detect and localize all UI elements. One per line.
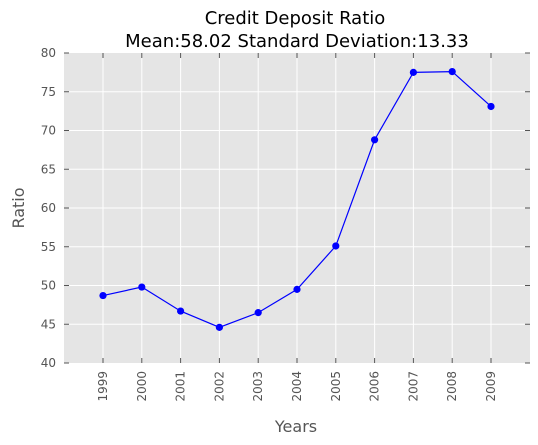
x-tick-label: 1999 [96, 371, 110, 402]
x-tick-label: 2003 [251, 371, 265, 402]
chart-title: Credit Deposit Ratio [205, 8, 386, 29]
y-axis: 40 45 50 55 60 65 70 75 80 [41, 46, 530, 370]
y-tick-label: 50 [41, 279, 56, 293]
x-tick-label: 2000 [135, 371, 149, 402]
x-tick-label: 2001 [174, 371, 188, 402]
data-point [409, 68, 417, 76]
x-axis-label: Years [274, 417, 317, 436]
y-tick-label: 70 [41, 124, 56, 138]
data-point [487, 102, 495, 111]
data-point [99, 291, 107, 300]
data-point [138, 283, 146, 291]
data-point [215, 323, 223, 331]
x-tick-label: 2004 [290, 371, 304, 402]
x-tick-label: 2007 [406, 371, 420, 402]
x-tick-label: 2008 [445, 371, 459, 402]
chart-subtitle: Mean:58.02 Standard Deviation:13.33 [125, 31, 469, 52]
x-tick-label: 2002 [212, 371, 226, 402]
y-tick-label: 65 [41, 162, 56, 176]
data-point [293, 285, 301, 293]
y-tick-label: 80 [41, 46, 56, 60]
y-tick-label: 40 [41, 356, 56, 370]
grid-lines [64, 53, 530, 363]
y-axis-label: Ratio [9, 187, 28, 228]
x-tick-label: 2009 [484, 371, 498, 402]
data-point [177, 307, 185, 315]
x-tick-label: 2006 [368, 371, 382, 402]
x-axis: 1999 2000 2001 2002 2003 2004 2005 2006 2007 2008… [96, 53, 498, 402]
y-tick-label: 60 [41, 201, 56, 215]
data-point [448, 68, 456, 76]
y-tick-label: 75 [41, 85, 56, 99]
y-tick-label: 55 [41, 240, 56, 254]
data-point [371, 136, 379, 144]
series-credit-deposit-ratio [99, 68, 495, 331]
x-tick-label: 2005 [329, 371, 343, 402]
data-point [254, 309, 262, 317]
y-tick-label: 45 [41, 317, 56, 331]
data-point [332, 242, 340, 250]
